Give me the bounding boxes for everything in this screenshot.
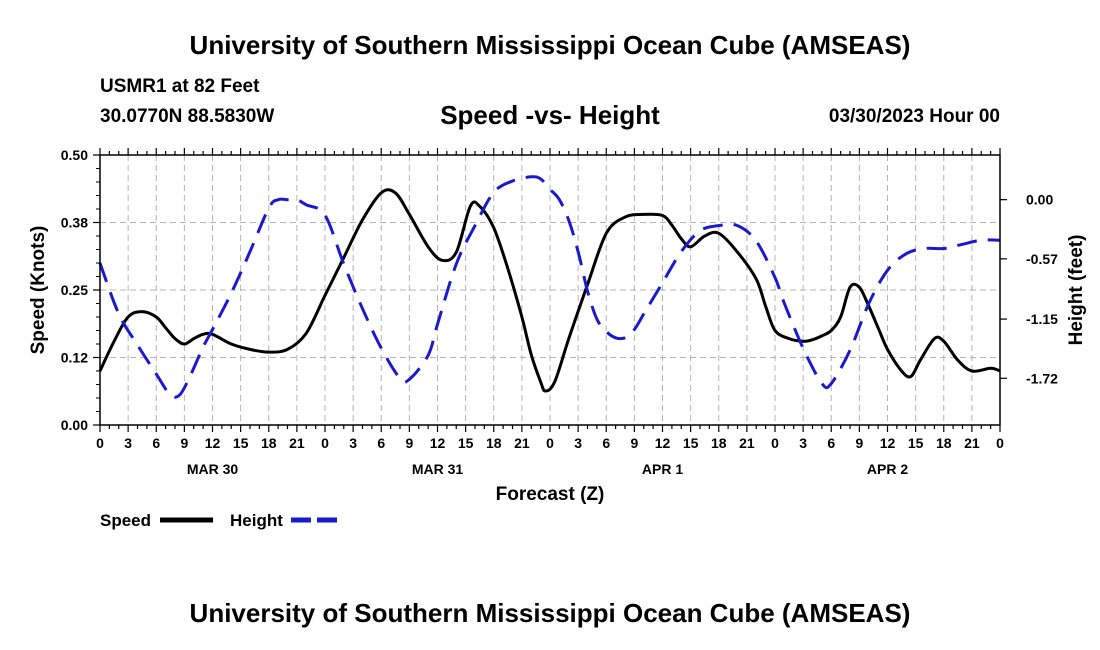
x-tick-label: 3: [799, 435, 807, 451]
x-tick-label: 0: [321, 435, 329, 451]
x-tick-label: 9: [855, 435, 863, 451]
date-label: APR 1: [642, 461, 683, 477]
x-tick-label: 12: [430, 435, 446, 451]
coordinates-label: 30.0770N 88.5830W: [100, 106, 275, 127]
x-tick-label: 3: [574, 435, 582, 451]
x-tick-label: 0: [996, 435, 1004, 451]
chart-title-bottom: University of Southern Mississippi Ocean…: [189, 598, 911, 628]
x-tick-label: 6: [602, 435, 610, 451]
x-tick-label: 9: [405, 435, 413, 451]
x-tick-label: 21: [739, 435, 755, 451]
x-tick-label: 15: [683, 435, 699, 451]
y-left-tick-label: 0.12: [61, 350, 88, 366]
x-tick-label: 15: [908, 435, 924, 451]
series-lines: [98, 175, 1001, 399]
date-label: MAR 30: [187, 461, 239, 477]
x-tick-label: 18: [936, 435, 952, 451]
x-axis-label: Forecast (Z): [496, 484, 605, 505]
x-tick-label: 15: [458, 435, 474, 451]
grid-lines: [99, 154, 1001, 426]
legend-height-label: Height: [230, 511, 283, 530]
y-axis-left-label: Speed (Knots): [28, 226, 49, 355]
x-tick-label: 6: [827, 435, 835, 451]
date-label: APR 2: [867, 461, 908, 477]
x-tick-label: 12: [655, 435, 671, 451]
x-tick-label: 18: [486, 435, 502, 451]
y-left-tick-label: 0.38: [61, 215, 88, 231]
station-label: USMR1 at 82 Feet: [100, 76, 260, 97]
x-tick-label: 15: [233, 435, 249, 451]
date-label: MAR 31: [412, 461, 464, 477]
y-right-tick-label: -1.72: [1026, 370, 1058, 386]
speed-series-line: [98, 188, 1001, 393]
legend-speed-label: Speed: [100, 511, 151, 530]
x-tick-label: 6: [377, 435, 385, 451]
y-right-tick-label: -1.15: [1026, 311, 1058, 327]
x-tick-label: 3: [124, 435, 132, 451]
y-left-tick-label: 0.00: [61, 417, 88, 433]
x-tick-label: 18: [711, 435, 727, 451]
x-tick-label: 21: [964, 435, 980, 451]
y-right-tick-label: -0.57: [1026, 251, 1058, 267]
axis-labels: Forecast (Z) Speed (Knots) Height (feet)…: [28, 147, 1087, 505]
y-axis-right-label: Height (feet): [1066, 235, 1087, 346]
x-tick-label: 9: [180, 435, 188, 451]
x-tick-label: 21: [289, 435, 305, 451]
chart-subtitle: Speed -vs- Height: [440, 100, 660, 130]
y-left-tick-label: 0.50: [61, 147, 88, 163]
x-tick-label: 6: [152, 435, 160, 451]
x-tick-label: 0: [771, 435, 779, 451]
plot-frame: [93, 148, 1007, 432]
forecast-datetime: 03/30/2023 Hour 00: [828, 106, 1000, 127]
legend: Speed Height: [100, 511, 343, 530]
x-tick-label: 12: [205, 435, 221, 451]
y-left-tick-label: 0.25: [61, 282, 88, 298]
x-tick-label: 0: [96, 435, 104, 451]
x-tick-label: 18: [261, 435, 277, 451]
x-tick-label: 21: [514, 435, 530, 451]
x-tick-label: 3: [349, 435, 357, 451]
x-tick-label: 12: [880, 435, 896, 451]
height-series-line: [98, 175, 1001, 399]
y-right-tick-label: 0.00: [1026, 192, 1053, 208]
x-tick-label: 0: [546, 435, 554, 451]
chart-title-top: University of Southern Mississippi Ocean…: [189, 30, 911, 60]
x-tick-label: 9: [630, 435, 638, 451]
